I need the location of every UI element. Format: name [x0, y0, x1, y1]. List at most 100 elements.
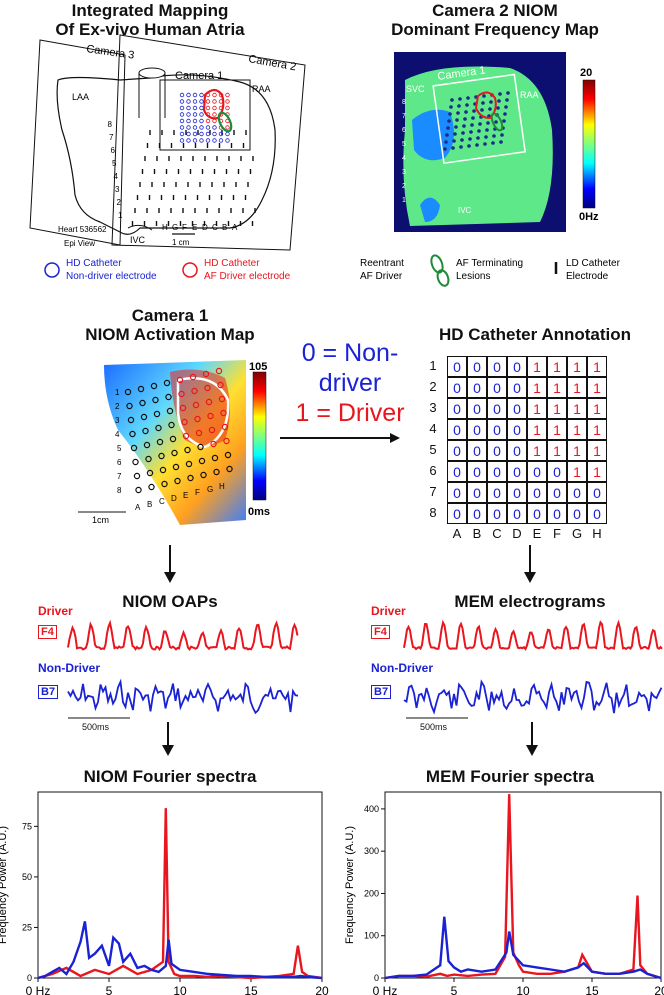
mem-driver-trace	[403, 619, 663, 651]
mem-scale-label: 500ms	[420, 722, 448, 732]
ivc-label: IVC	[130, 235, 146, 245]
df-electrode	[497, 99, 501, 103]
annotation-cell: 0	[467, 356, 487, 377]
heart-id-label: Heart 536562	[58, 225, 107, 234]
spectra-y-label: Frequency Power (A.U.)	[0, 826, 9, 944]
annotation-col-label: B	[472, 526, 482, 541]
annotation-cell: 0	[487, 461, 507, 482]
annotation-cell: 1	[587, 398, 607, 419]
activation-electrode	[172, 463, 180, 471]
annotation-cell: 0	[467, 461, 487, 482]
spectra-y-tick: 0	[27, 973, 32, 983]
df-electrode	[467, 144, 471, 148]
af-lesion	[217, 111, 233, 133]
activation-electrode	[161, 480, 168, 488]
hd-electrode	[199, 92, 204, 98]
camera1-frame	[159, 79, 251, 151]
activation-electrode	[145, 455, 152, 463]
ld-col-label: H	[162, 223, 168, 232]
activation-electrode	[169, 435, 177, 443]
annotation-cell: 0	[447, 482, 467, 503]
df-electrode	[477, 129, 481, 133]
df-electrode	[451, 146, 455, 150]
annotation-cell: 1	[587, 356, 607, 377]
annotation-cell: 0	[467, 503, 487, 524]
df-electrode	[461, 131, 465, 135]
hd-electrode	[186, 125, 191, 130]
activation-colorbar-max: 105	[249, 361, 267, 373]
legend-reentrant-2: AF Driver	[360, 271, 403, 282]
activation-electrode	[139, 399, 146, 407]
annotation-cell: 1	[527, 356, 547, 377]
annotation-cell: 0	[487, 503, 507, 524]
legend-red-circle	[182, 262, 198, 278]
hd-electrode	[186, 138, 191, 143]
hd-electrode	[205, 99, 211, 104]
annotation-cell: 0	[487, 440, 507, 461]
annotation-cell: 1	[567, 461, 587, 482]
df-electrode	[480, 108, 484, 112]
spectra-series-line	[37, 808, 323, 980]
annotation-cell: 1	[547, 398, 567, 419]
camera2-frame	[111, 34, 306, 251]
df-electrode	[503, 112, 507, 116]
df-ld-marker: 6	[402, 127, 406, 134]
hd-electrode	[179, 125, 185, 130]
df-electrode	[499, 140, 503, 144]
reentrant-driver-loop	[202, 88, 225, 120]
hd-electrode	[212, 99, 217, 104]
hd-electrode	[225, 99, 230, 104]
annotation-cell: 0	[467, 440, 487, 461]
hd-electrode	[212, 92, 217, 98]
activation-electrode	[218, 395, 226, 403]
legend-blue-circle	[44, 262, 60, 278]
hd-electrode	[179, 99, 185, 104]
df-electrode	[456, 111, 460, 115]
annotation-cell: 1	[567, 419, 587, 440]
hd-electrode	[212, 138, 217, 143]
activation-electrode	[182, 432, 190, 440]
hd-electrode	[212, 112, 217, 117]
annotation-cell: 0	[527, 461, 547, 482]
df-colorbar	[582, 79, 596, 209]
oaps-nondriver-trace	[67, 678, 299, 715]
hd-electrode	[192, 99, 198, 104]
activation-electrode	[202, 370, 210, 378]
spectra-x-tick: 0 Hz	[26, 984, 51, 995]
hd-electrode	[212, 131, 217, 137]
hd-electrode	[218, 138, 224, 143]
df-electrode	[458, 97, 462, 101]
hd-electrode	[199, 131, 204, 137]
ld-col-label: E	[192, 223, 197, 232]
df-ld-marker: 1	[402, 197, 406, 204]
annotation-cell: 0	[527, 482, 547, 503]
annotation-cell: 0	[447, 398, 467, 419]
hd-electrode	[199, 112, 204, 117]
annotation-cell: 0	[587, 503, 607, 524]
hd-electrode	[186, 105, 191, 111]
spectra-x-tick: 20	[315, 984, 329, 995]
df-electrode	[446, 126, 450, 130]
mem-driver-label: Driver	[371, 604, 406, 618]
hd-electrode	[212, 105, 217, 111]
legend-lesion-1: AF Terminating	[456, 258, 523, 269]
activation-electrode	[205, 398, 213, 406]
mem-title: MEM electrograms	[454, 592, 606, 611]
annotation-cell: 0	[547, 461, 567, 482]
activation-electrode	[127, 416, 135, 424]
df-electrode	[478, 122, 482, 126]
panel-a-title: Integrated Mapping Of Ex-vivo Human Atri…	[55, 1, 245, 39]
hd-electrode	[186, 131, 191, 137]
activation-electrode	[192, 401, 200, 409]
df-electrode	[484, 135, 488, 139]
annotation-cell: 0	[487, 377, 507, 398]
activation-electrode	[165, 393, 172, 401]
activation-electrode	[198, 457, 206, 465]
activation-row-label: 4	[115, 430, 120, 439]
spectra-x-tick: 0 Hz	[373, 984, 398, 995]
mem-nondriver-trace	[403, 679, 663, 715]
activation-electrode	[223, 437, 230, 445]
